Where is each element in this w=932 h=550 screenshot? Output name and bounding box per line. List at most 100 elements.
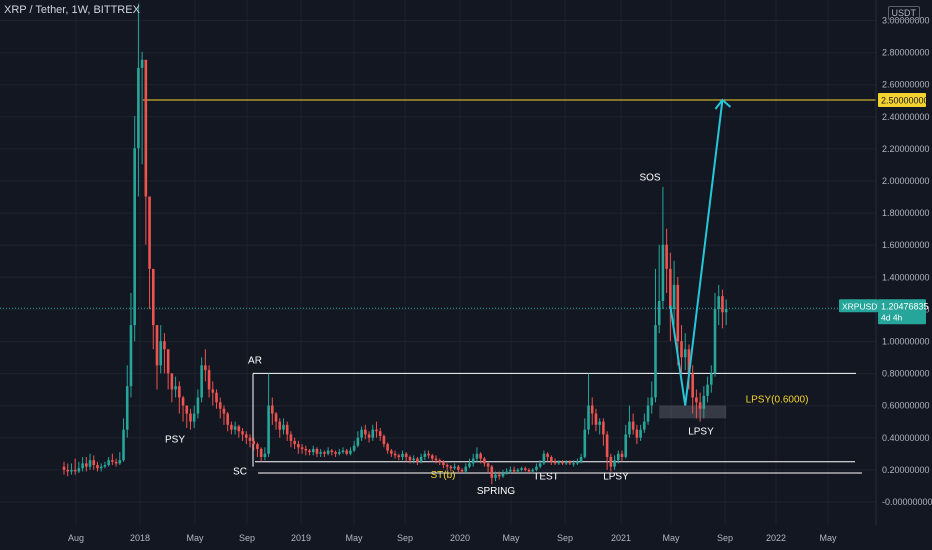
candle-body: [523, 468, 527, 470]
x-tick-label: 2019: [291, 533, 311, 543]
candle-body: [672, 284, 676, 310]
symbol-tag: [839, 299, 878, 313]
candle-body: [471, 458, 475, 464]
candle-body: [166, 349, 170, 374]
candle-body: [721, 296, 724, 313]
y-tick-label: -0.00000000: [882, 497, 932, 507]
price-axis[interactable]: 3.00000000 2.80000000 2.60000000 2.40000000…: [882, 16, 932, 508]
candle-body: [602, 421, 605, 435]
candle-body: [178, 386, 181, 398]
candle-body: [605, 434, 609, 457]
candle-body: [226, 413, 229, 425]
y-tick-label: 0.20000000: [882, 465, 930, 475]
candle-body: [118, 460, 122, 464]
candle-body: [386, 444, 389, 451]
x-tick-label: 2022: [766, 533, 786, 543]
candle-body: [185, 405, 189, 414]
x-tick-label: May: [662, 533, 680, 543]
candle-body: [356, 437, 360, 446]
candle-body: [430, 455, 434, 459]
candle-body: [96, 465, 99, 469]
candle-body: [724, 309, 728, 313]
target-price-tag: [878, 93, 926, 107]
candle-body: [713, 309, 717, 374]
candle-body: [77, 468, 81, 472]
candle-body: [282, 424, 285, 430]
projection-path: [669, 98, 732, 406]
annotations: SOS AR PSY SC ST(b) SPRING TEST LPSY LPSY LPSY(0.…: [165, 172, 808, 497]
candle-body: [423, 453, 427, 457]
candle-body: [635, 429, 639, 438]
candle-body: [657, 301, 661, 326]
candle-body: [360, 429, 363, 438]
candle-body: [438, 460, 442, 462]
candle-body: [293, 440, 296, 445]
x-tick-label: May: [502, 533, 520, 543]
y-tick-label: 2.00000000: [882, 176, 930, 186]
candle-body: [211, 389, 215, 393]
candle-body: [114, 461, 118, 464]
candle-body: [468, 463, 471, 467]
candle-body: [579, 456, 583, 462]
candle-body: [244, 434, 248, 438]
y-tick-label: 1.80000000: [882, 208, 930, 218]
candle-body: [155, 325, 159, 366]
candle-body: [568, 461, 572, 464]
candle-body: [572, 463, 575, 465]
candle-body: [222, 408, 226, 414]
candle-body: [364, 429, 367, 435]
candle-body: [66, 469, 70, 472]
candle-body: [542, 453, 546, 464]
candle-body: [576, 461, 579, 464]
candle-body: [237, 426, 241, 432]
candle-body: [393, 453, 397, 456]
candle-body: [70, 469, 73, 472]
candle-body: [256, 444, 259, 449]
candle-body: [326, 450, 330, 454]
candle-body: [457, 466, 460, 470]
candle-body: [129, 325, 133, 387]
y-tick-label: 2.20000000: [882, 144, 930, 154]
candle-body: [233, 426, 237, 430]
annotation-label: SC: [233, 467, 247, 478]
candle-body: [687, 349, 691, 374]
candle-body: [654, 325, 657, 398]
candle-body: [92, 460, 96, 466]
currency-badge[interactable]: USDT: [887, 6, 920, 20]
candle-body: [308, 450, 311, 453]
x-tick-label: Sep: [557, 533, 573, 543]
candle-body: [598, 421, 601, 425]
x-tick-label: 2018: [130, 533, 150, 543]
candle-body: [334, 452, 337, 454]
x-tick-label: Aug: [68, 533, 84, 543]
x-tick-label: May: [819, 533, 837, 543]
candles: [62, 3, 728, 485]
candle-body: [650, 397, 654, 406]
candle-body: [698, 402, 702, 409]
candle-body: [341, 450, 345, 453]
candle-body: [404, 453, 408, 457]
candle-body: [583, 429, 587, 457]
candle-body: [241, 431, 244, 435]
y-tick-label: 1.00000000: [882, 337, 930, 347]
time-axis[interactable]: Aug 2018 May Sep 2019 May Sep 2020 May Sep 2021 May…: [68, 533, 837, 543]
candle-body: [646, 405, 650, 422]
candle-body: [419, 456, 423, 462]
candle-body: [375, 429, 378, 432]
candle-body: [709, 373, 713, 385]
candle-body: [449, 466, 453, 469]
candle-body: [204, 365, 207, 371]
candle-body: [267, 405, 270, 454]
candle-body: [676, 284, 680, 342]
candle-body: [683, 349, 687, 358]
candle-body: [594, 413, 598, 425]
candle-body: [613, 460, 616, 467]
candle-body: [561, 461, 564, 464]
candle-body: [408, 456, 412, 461]
candle-body: [337, 452, 341, 454]
candle-body: [587, 405, 590, 430]
bar-countdown: 4d 4h: [881, 312, 903, 322]
candle-body: [140, 59, 144, 68]
